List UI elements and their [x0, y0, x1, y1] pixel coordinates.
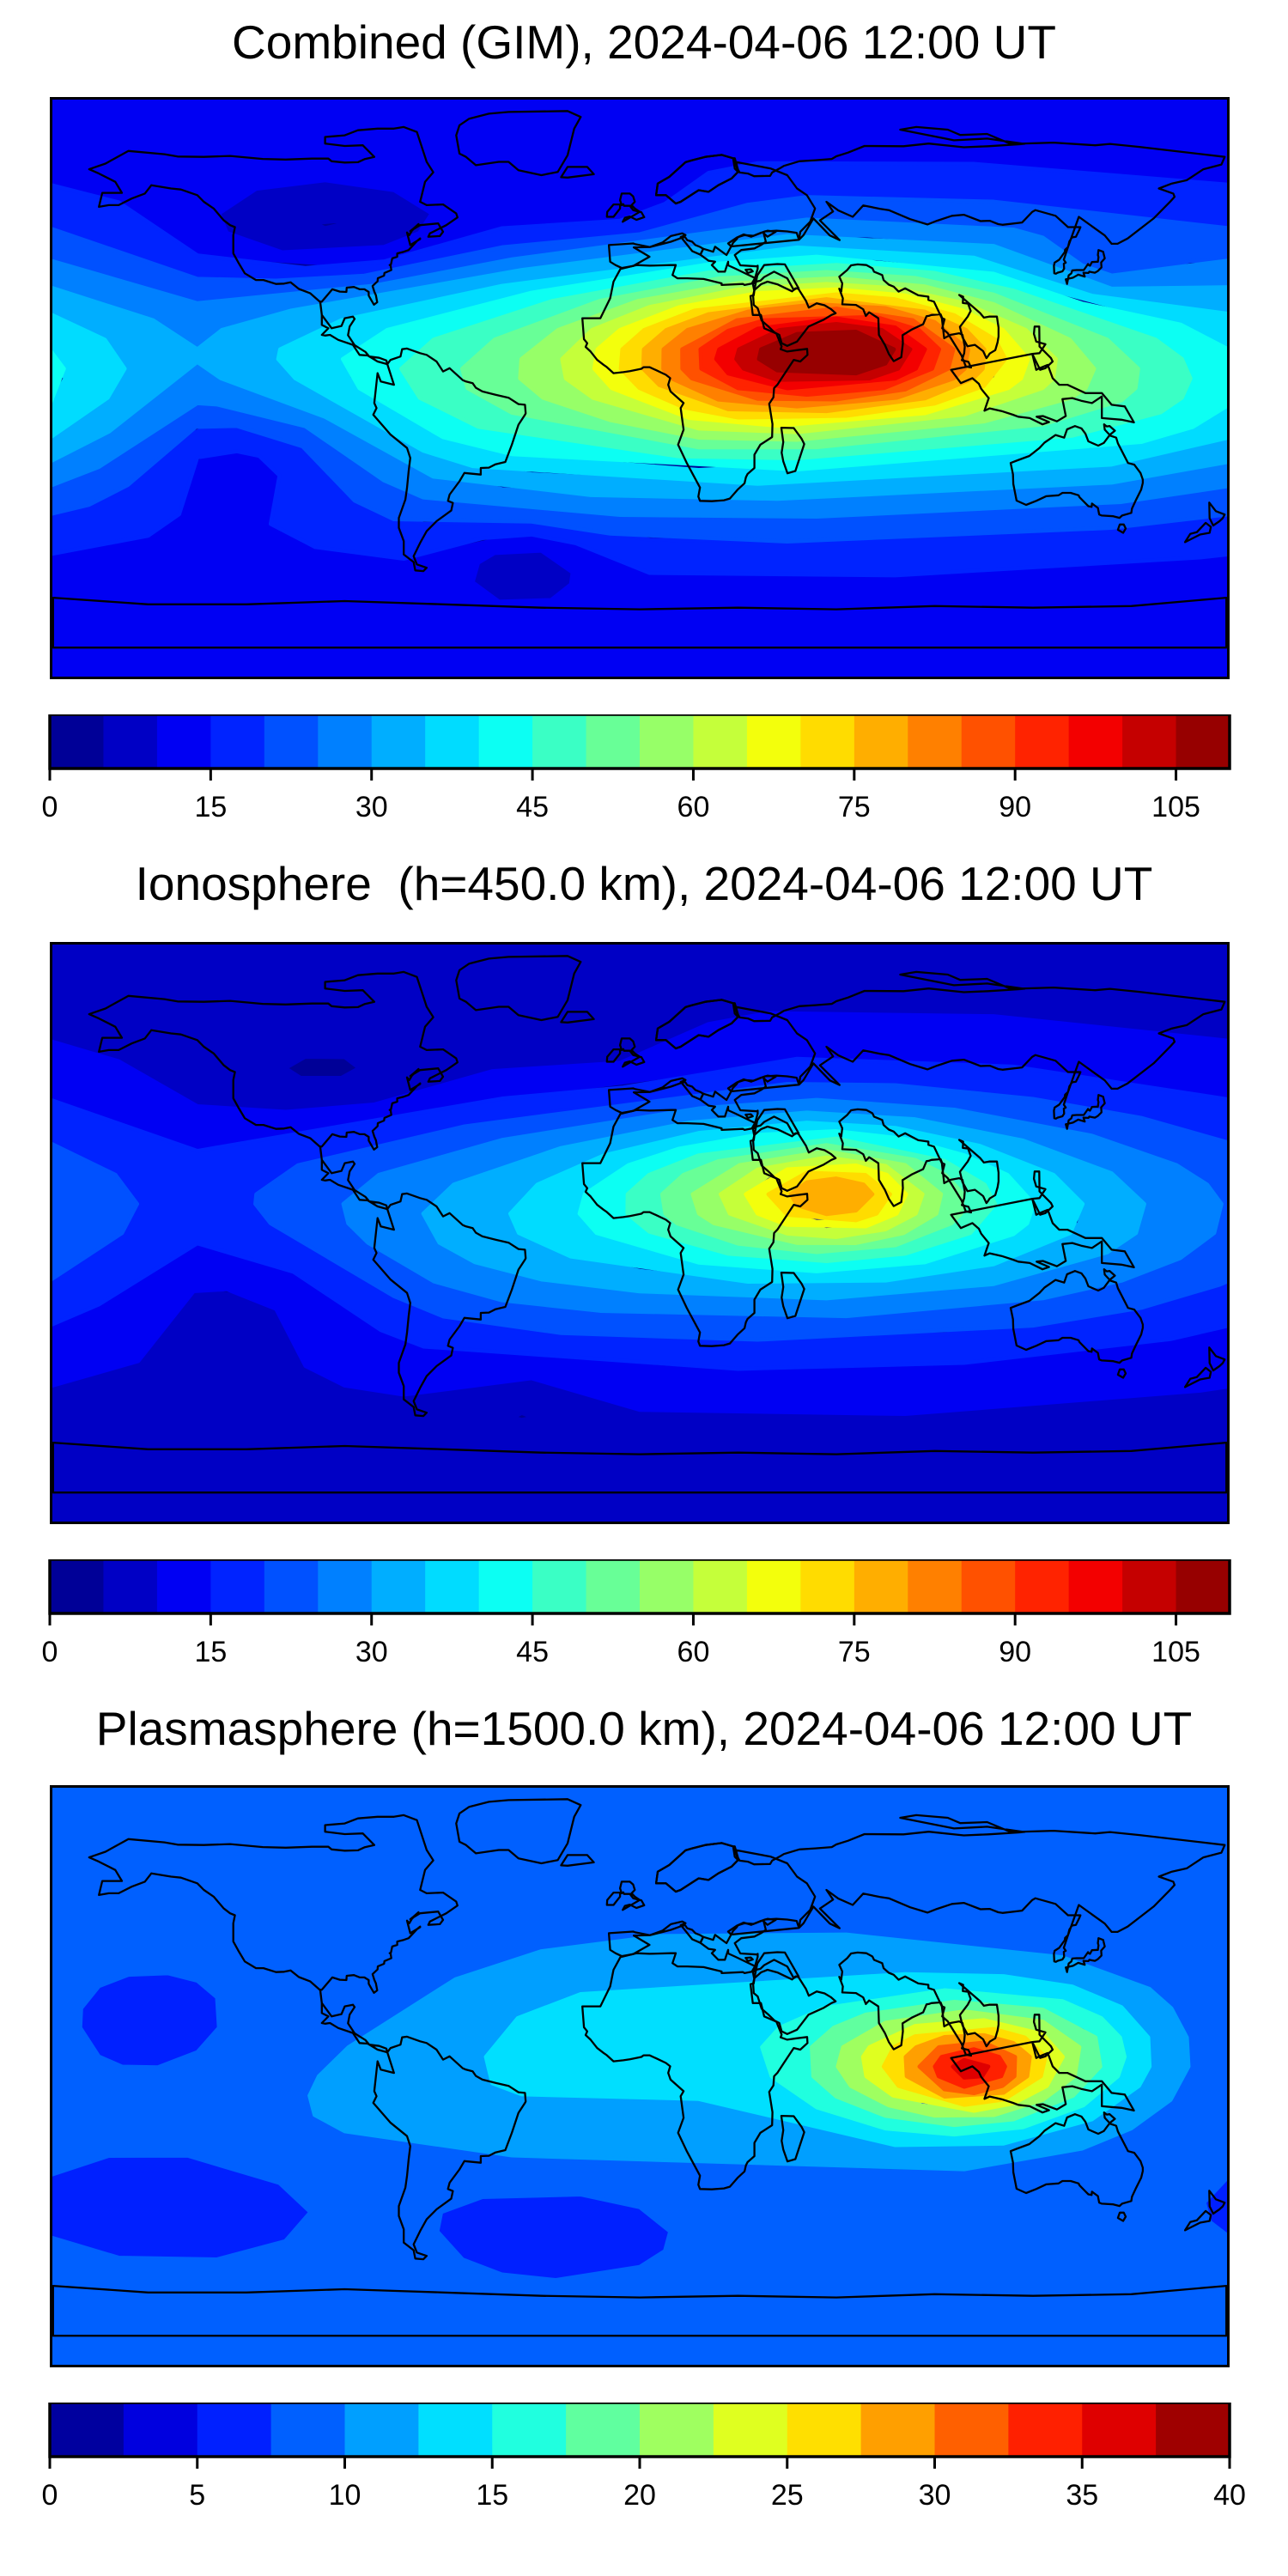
- svg-text:30: 30: [919, 2479, 951, 2512]
- svg-text:5: 5: [189, 2479, 205, 2512]
- svg-text:60: 60: [677, 1636, 710, 1668]
- svg-text:0: 0: [42, 2479, 58, 2512]
- svg-text:30: 30: [355, 791, 388, 823]
- svg-text:45: 45: [516, 1636, 549, 1668]
- svg-text:15: 15: [194, 791, 227, 823]
- svg-text:15: 15: [476, 2479, 508, 2512]
- svg-text:30: 30: [355, 1636, 388, 1668]
- svg-text:75: 75: [838, 791, 871, 823]
- svg-text:20: 20: [623, 2479, 656, 2512]
- svg-text:35: 35: [1066, 2479, 1098, 2512]
- svg-text:0: 0: [42, 791, 58, 823]
- svg-text:10: 10: [329, 2479, 361, 2512]
- svg-text:0: 0: [42, 1636, 58, 1668]
- svg-text:105: 105: [1151, 1636, 1200, 1668]
- svg-text:60: 60: [677, 791, 710, 823]
- svg-text:75: 75: [838, 1636, 871, 1668]
- svg-text:90: 90: [999, 791, 1031, 823]
- svg-text:90: 90: [999, 1636, 1031, 1668]
- svg-text:40: 40: [1213, 2479, 1246, 2512]
- svg-text:25: 25: [771, 2479, 804, 2512]
- svg-text:45: 45: [516, 791, 549, 823]
- svg-text:15: 15: [194, 1636, 227, 1668]
- svg-text:105: 105: [1151, 791, 1200, 823]
